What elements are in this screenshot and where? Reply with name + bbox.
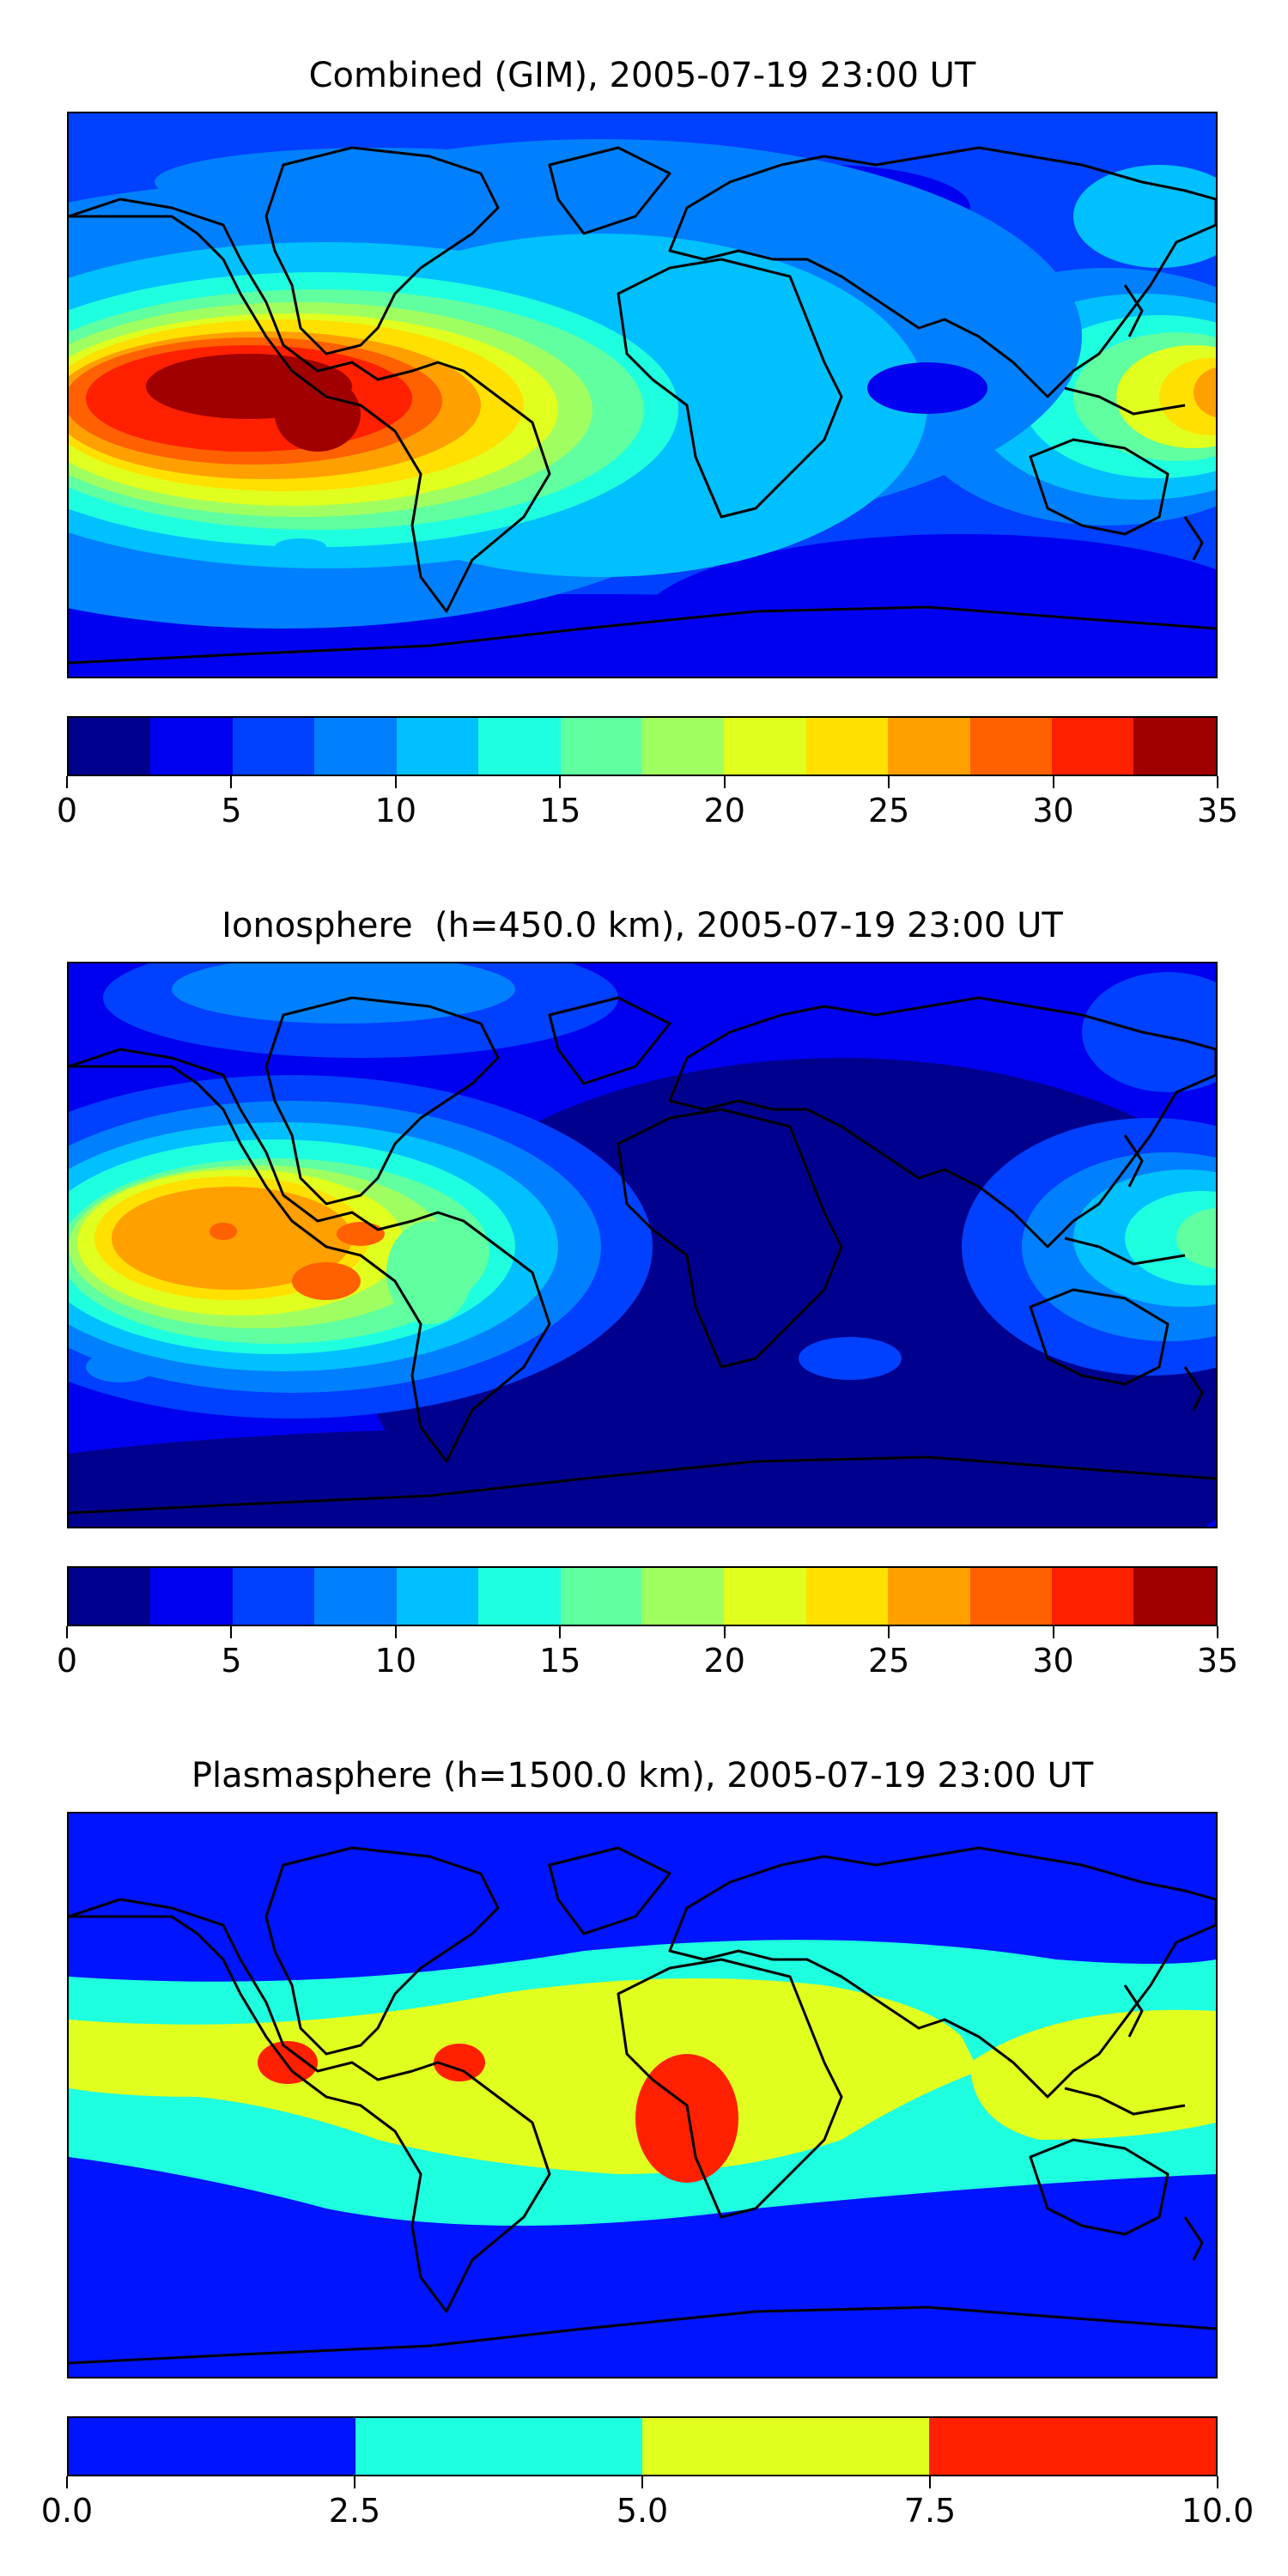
colorbar-tick-label: 0 [56, 1642, 78, 1680]
colorbar-segment [232, 718, 315, 775]
colorbar-tick-label: 10 [374, 1642, 417, 1680]
tec-contours [69, 139, 1216, 677]
colorbar-segment [1052, 718, 1134, 775]
colorbar-segment [232, 1568, 315, 1625]
colorbar-segment [478, 718, 561, 775]
colorbar-tick-label: 5.0 [616, 2492, 669, 2530]
colorbar-segment [929, 2418, 1216, 2475]
colorbar-tick-label: 25 [867, 792, 910, 829]
colorbar-tick-label: 5 [221, 1642, 242, 1680]
tec-contours [69, 963, 1216, 1527]
colorbar-plasmasphere [67, 2416, 1218, 2476]
colorbar-segment [560, 718, 642, 775]
colorbar-segment [805, 1568, 889, 1625]
colorbar-segment [396, 1568, 479, 1625]
colorbar-tick-label: 5 [221, 792, 242, 829]
colorbar-segment [1052, 1568, 1134, 1625]
colorbar-segment [888, 718, 970, 775]
colorbar-tick-label: 35 [1196, 1642, 1239, 1680]
colorbar-ticks-combined: 0 5 10 15 20 25 30 35 [57, 776, 1238, 829]
colorbar-ionosphere [67, 1566, 1218, 1626]
colorbar-ticks-ionosphere: 0 5 10 15 20 25 30 35 [57, 1626, 1238, 1680]
colorbar-segment [641, 1568, 725, 1625]
colorbar-segment [355, 2418, 642, 2475]
colorbar-segment [724, 718, 806, 775]
panel-title-plasmasphere: Plasmasphere (h=1500.0 km), 2005-07-19 2… [191, 1756, 1094, 1795]
colorbar-tick-label: 10.0 [1181, 2492, 1255, 2530]
colorbar-segment [888, 1568, 970, 1625]
colorbar-segment [69, 2418, 355, 2475]
colorbar-segment [1133, 718, 1216, 775]
colorbar-segment [969, 718, 1053, 775]
panel-title-ionosphere: Ionosphere (h=450.0 km), 2005-07-19 23:0… [222, 906, 1063, 945]
colorbar-tick-label: 25 [867, 1642, 910, 1680]
colorbar-segment [396, 718, 479, 775]
colorbar-tick-label: 7.5 [903, 2492, 957, 2530]
coastlines [69, 996, 1216, 1515]
colorbar-tick-label: 0.0 [40, 2492, 94, 2530]
colorbar-tick-label: 30 [1032, 792, 1074, 829]
colorbar-tick-label: 10 [374, 792, 417, 829]
colorbar-tick-label: 35 [1196, 792, 1239, 829]
colorbar-segment [642, 2418, 929, 2475]
colorbar-tick-label: 2.5 [328, 2492, 381, 2530]
colorbar-tick-label: 30 [1032, 1642, 1074, 1680]
coastlines [69, 1846, 1216, 2365]
colorbar-ticks-plasmasphere: 0.0 2.5 5.0 7.5 10.0 [41, 2476, 1254, 2530]
panel-title-combined: Combined (GIM), 2005-07-19 23:00 UT [308, 56, 976, 95]
colorbar-segment [69, 1568, 151, 1625]
colorbar-tick-label: 20 [703, 792, 745, 829]
map-combined [67, 112, 1218, 678]
map-ionosphere [67, 962, 1218, 1528]
colorbar-segment [805, 718, 889, 775]
colorbar-segment [150, 718, 233, 775]
colorbar-tick-label: 15 [539, 792, 581, 829]
colorbar-segment [478, 1568, 561, 1625]
colorbar-segment [314, 1568, 397, 1625]
colorbar-tick-label: 15 [539, 1642, 581, 1680]
colorbar-segment [69, 718, 151, 775]
coastlines [69, 146, 1216, 665]
tec-contours [69, 1940, 1216, 2226]
colorbar-combined [67, 716, 1218, 776]
map-plasmasphere [67, 1812, 1218, 2379]
colorbar-segment [724, 1568, 806, 1625]
colorbar-segment [560, 1568, 642, 1625]
colorbar-tick-label: 0 [56, 792, 78, 829]
colorbar-segment [314, 718, 397, 775]
colorbar-segment [969, 1568, 1053, 1625]
colorbar-tick-label: 20 [703, 1642, 745, 1680]
colorbar-segment [1133, 1568, 1216, 1625]
colorbar-segment [641, 718, 725, 775]
colorbar-segment [150, 1568, 233, 1625]
